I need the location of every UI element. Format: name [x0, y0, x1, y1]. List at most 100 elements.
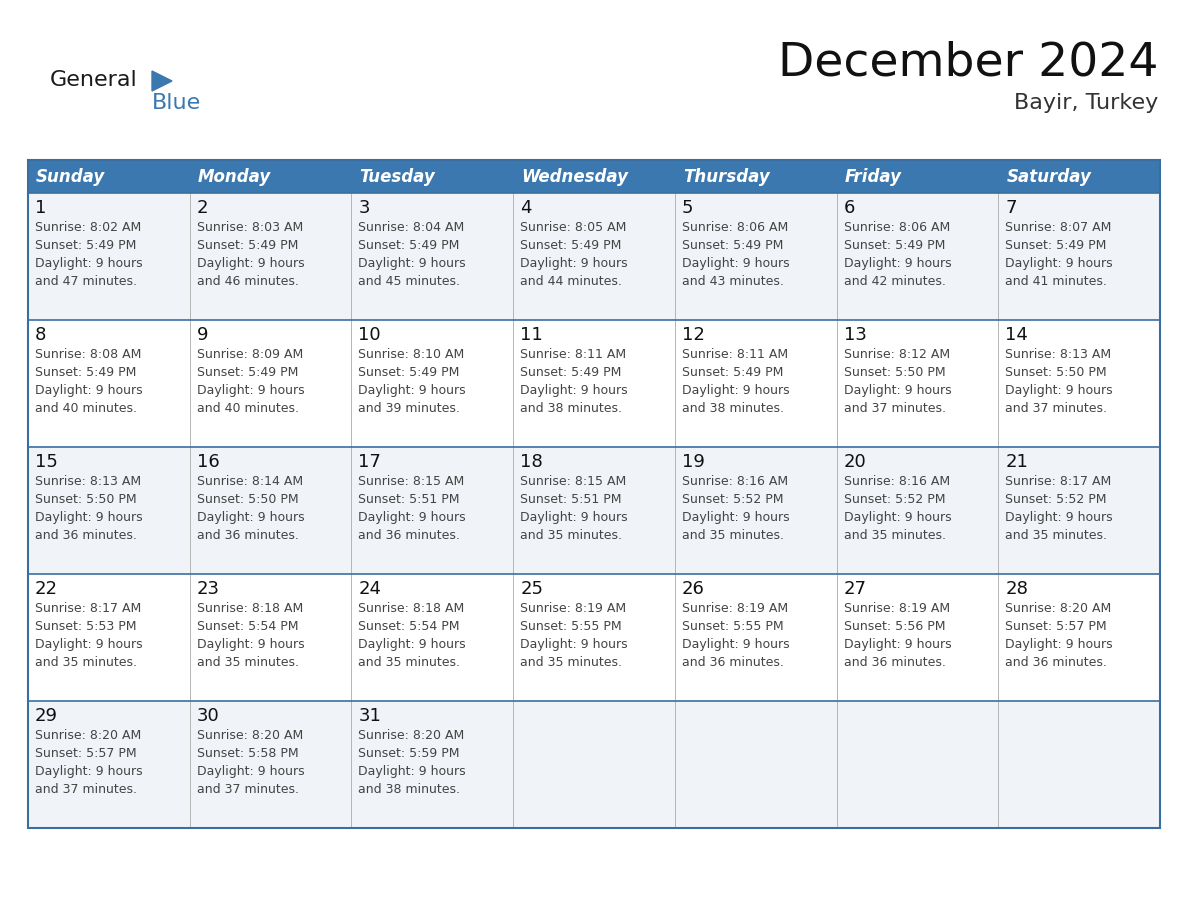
Text: Bayir, Turkey: Bayir, Turkey — [1013, 93, 1158, 113]
Text: Sunrise: 8:15 AM: Sunrise: 8:15 AM — [359, 475, 465, 488]
Text: 2: 2 — [197, 199, 208, 217]
Bar — [675, 701, 836, 828]
Bar — [998, 160, 1159, 193]
Text: Sunset: 5:49 PM: Sunset: 5:49 PM — [34, 366, 137, 379]
Text: and 36 minutes.: and 36 minutes. — [197, 529, 298, 542]
Text: Sunrise: 8:03 AM: Sunrise: 8:03 AM — [197, 221, 303, 234]
Text: Sunset: 5:49 PM: Sunset: 5:49 PM — [843, 239, 944, 252]
Text: Daylight: 9 hours: Daylight: 9 hours — [520, 638, 627, 651]
Bar — [352, 193, 513, 320]
Bar — [190, 320, 352, 447]
Text: Daylight: 9 hours: Daylight: 9 hours — [197, 384, 304, 397]
Text: Sunset: 5:55 PM: Sunset: 5:55 PM — [682, 620, 783, 633]
Bar — [836, 701, 998, 828]
Bar — [513, 447, 675, 574]
Text: Sunset: 5:50 PM: Sunset: 5:50 PM — [34, 493, 137, 506]
Bar — [513, 574, 675, 701]
Text: and 35 minutes.: and 35 minutes. — [843, 529, 946, 542]
Text: 24: 24 — [359, 580, 381, 598]
Text: 22: 22 — [34, 580, 58, 598]
Text: Sunrise: 8:19 AM: Sunrise: 8:19 AM — [682, 602, 788, 615]
Text: and 38 minutes.: and 38 minutes. — [359, 783, 461, 796]
Bar — [998, 193, 1159, 320]
Text: Sunset: 5:50 PM: Sunset: 5:50 PM — [197, 493, 298, 506]
Bar — [190, 447, 352, 574]
Text: 14: 14 — [1005, 326, 1028, 344]
Text: Sunrise: 8:06 AM: Sunrise: 8:06 AM — [843, 221, 950, 234]
Text: Sunset: 5:57 PM: Sunset: 5:57 PM — [1005, 620, 1107, 633]
Text: Sunset: 5:51 PM: Sunset: 5:51 PM — [520, 493, 621, 506]
Text: Sunrise: 8:10 AM: Sunrise: 8:10 AM — [359, 348, 465, 361]
Text: 4: 4 — [520, 199, 532, 217]
Text: Sunset: 5:51 PM: Sunset: 5:51 PM — [359, 493, 460, 506]
Text: Daylight: 9 hours: Daylight: 9 hours — [682, 511, 790, 524]
Text: Daylight: 9 hours: Daylight: 9 hours — [682, 257, 790, 270]
Bar — [29, 160, 190, 193]
Text: and 39 minutes.: and 39 minutes. — [359, 402, 460, 415]
Text: and 42 minutes.: and 42 minutes. — [843, 275, 946, 288]
Text: Blue: Blue — [152, 93, 201, 113]
Text: Sunset: 5:56 PM: Sunset: 5:56 PM — [843, 620, 946, 633]
Text: and 37 minutes.: and 37 minutes. — [197, 783, 298, 796]
Text: and 35 minutes.: and 35 minutes. — [520, 656, 623, 669]
Text: Sunrise: 8:16 AM: Sunrise: 8:16 AM — [843, 475, 949, 488]
Text: Sunset: 5:49 PM: Sunset: 5:49 PM — [34, 239, 137, 252]
Bar — [190, 701, 352, 828]
Text: 6: 6 — [843, 199, 855, 217]
Text: 20: 20 — [843, 453, 866, 471]
Text: Sunset: 5:52 PM: Sunset: 5:52 PM — [682, 493, 783, 506]
Bar — [352, 160, 513, 193]
Text: and 35 minutes.: and 35 minutes. — [682, 529, 784, 542]
Text: 31: 31 — [359, 707, 381, 725]
Text: Sunrise: 8:08 AM: Sunrise: 8:08 AM — [34, 348, 141, 361]
Text: Daylight: 9 hours: Daylight: 9 hours — [34, 765, 143, 778]
Bar — [190, 193, 352, 320]
Text: and 36 minutes.: and 36 minutes. — [34, 529, 137, 542]
Text: Sunrise: 8:04 AM: Sunrise: 8:04 AM — [359, 221, 465, 234]
Bar — [836, 574, 998, 701]
Text: and 44 minutes.: and 44 minutes. — [520, 275, 623, 288]
Text: and 41 minutes.: and 41 minutes. — [1005, 275, 1107, 288]
Text: 9: 9 — [197, 326, 208, 344]
Text: Sunset: 5:49 PM: Sunset: 5:49 PM — [197, 239, 298, 252]
Text: Daylight: 9 hours: Daylight: 9 hours — [197, 638, 304, 651]
Text: 30: 30 — [197, 707, 220, 725]
Text: Sunset: 5:49 PM: Sunset: 5:49 PM — [682, 239, 783, 252]
Bar — [836, 447, 998, 574]
Text: and 37 minutes.: and 37 minutes. — [843, 402, 946, 415]
Text: Sunrise: 8:20 AM: Sunrise: 8:20 AM — [1005, 602, 1112, 615]
Text: Sunrise: 8:14 AM: Sunrise: 8:14 AM — [197, 475, 303, 488]
Text: Sunrise: 8:09 AM: Sunrise: 8:09 AM — [197, 348, 303, 361]
Text: and 38 minutes.: and 38 minutes. — [682, 402, 784, 415]
Text: 29: 29 — [34, 707, 58, 725]
Text: 15: 15 — [34, 453, 58, 471]
Text: Sunrise: 8:02 AM: Sunrise: 8:02 AM — [34, 221, 141, 234]
Text: 25: 25 — [520, 580, 543, 598]
Bar — [513, 320, 675, 447]
Bar — [352, 320, 513, 447]
Text: 17: 17 — [359, 453, 381, 471]
Text: Sunset: 5:50 PM: Sunset: 5:50 PM — [843, 366, 946, 379]
Text: 8: 8 — [34, 326, 46, 344]
Text: and 36 minutes.: and 36 minutes. — [1005, 656, 1107, 669]
Text: General: General — [50, 70, 138, 90]
Text: Sunrise: 8:19 AM: Sunrise: 8:19 AM — [520, 602, 626, 615]
Text: Sunset: 5:50 PM: Sunset: 5:50 PM — [1005, 366, 1107, 379]
Text: Sunset: 5:49 PM: Sunset: 5:49 PM — [1005, 239, 1107, 252]
Text: Daylight: 9 hours: Daylight: 9 hours — [843, 257, 952, 270]
Text: Daylight: 9 hours: Daylight: 9 hours — [359, 384, 466, 397]
Text: Sunset: 5:49 PM: Sunset: 5:49 PM — [520, 239, 621, 252]
Text: Sunrise: 8:19 AM: Sunrise: 8:19 AM — [843, 602, 949, 615]
Text: Sunrise: 8:07 AM: Sunrise: 8:07 AM — [1005, 221, 1112, 234]
Text: Daylight: 9 hours: Daylight: 9 hours — [359, 257, 466, 270]
Bar — [352, 701, 513, 828]
Text: and 35 minutes.: and 35 minutes. — [520, 529, 623, 542]
Text: and 35 minutes.: and 35 minutes. — [1005, 529, 1107, 542]
Text: Sunrise: 8:18 AM: Sunrise: 8:18 AM — [197, 602, 303, 615]
Bar — [352, 447, 513, 574]
Text: Sunrise: 8:11 AM: Sunrise: 8:11 AM — [682, 348, 788, 361]
Text: Sunset: 5:49 PM: Sunset: 5:49 PM — [520, 366, 621, 379]
Bar — [998, 701, 1159, 828]
Polygon shape — [152, 71, 172, 91]
Bar — [29, 160, 1159, 828]
